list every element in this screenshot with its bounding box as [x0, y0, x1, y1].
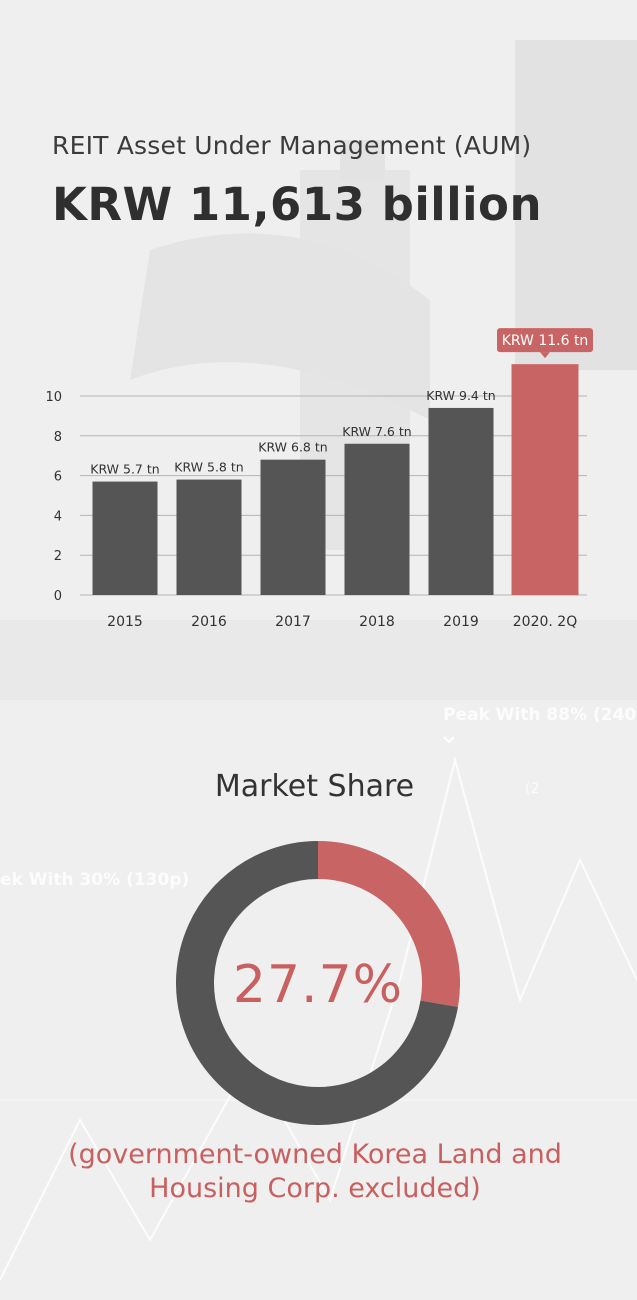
data-label: KRW 6.8 tn: [258, 440, 327, 455]
market-share-donut: [176, 841, 460, 1125]
background-text: Peak With 88% (240: [443, 705, 636, 725]
aum-total: KRW 11,613 billion: [52, 178, 543, 231]
data-label: KRW 5.8 tn: [174, 460, 243, 475]
x-tick-label: 2018: [359, 614, 395, 630]
donut-slice: [176, 841, 458, 1125]
data-label: KRW 7.6 tn: [342, 424, 411, 439]
bar: [92, 481, 158, 595]
x-tick-label: 2019: [443, 614, 479, 630]
y-tick-label: 2: [54, 549, 62, 564]
bar: [176, 479, 242, 595]
y-tick-label: 0: [54, 589, 62, 604]
background-text: ek With 30% (130p): [0, 870, 189, 890]
highlight-label-box: [497, 328, 593, 353]
market-share-value: 27.7%: [232, 955, 404, 1015]
x-tick-label: 2020. 2Q: [513, 614, 577, 630]
y-tick-label: 10: [45, 390, 62, 405]
data-label: KRW 5.7 tn: [90, 462, 159, 477]
highlight-label-pointer: [540, 352, 550, 359]
y-tick-label: 4: [54, 509, 62, 524]
bar: [260, 459, 326, 595]
background-text: (2: [525, 781, 539, 797]
data-label: KRW 11.6 tn: [502, 333, 589, 349]
y-tick-label: 6: [54, 470, 62, 485]
bar: [511, 364, 579, 595]
data-label: KRW 9.4 tn: [426, 388, 495, 403]
bar: [344, 443, 410, 595]
donut-slice: [317, 841, 460, 1007]
market-share-note: (government-owned Korea Land and Housing…: [68, 1139, 562, 1204]
aum-subtitle: REIT Asset Under Management (AUM): [52, 131, 532, 160]
aum-bar-chart: 0 2 4 6 8 10 2015 KRW 5.7 tn 2016 KRW 5.8 tn 2017 K…: [45, 328, 593, 630]
x-tick-label: 2015: [107, 614, 143, 630]
x-tick-label: 2016: [191, 614, 227, 630]
bar: [428, 407, 494, 595]
market-share-title: Market Share: [214, 769, 415, 804]
y-tick-label: 8: [54, 430, 62, 445]
x-tick-label: 2017: [275, 614, 311, 630]
